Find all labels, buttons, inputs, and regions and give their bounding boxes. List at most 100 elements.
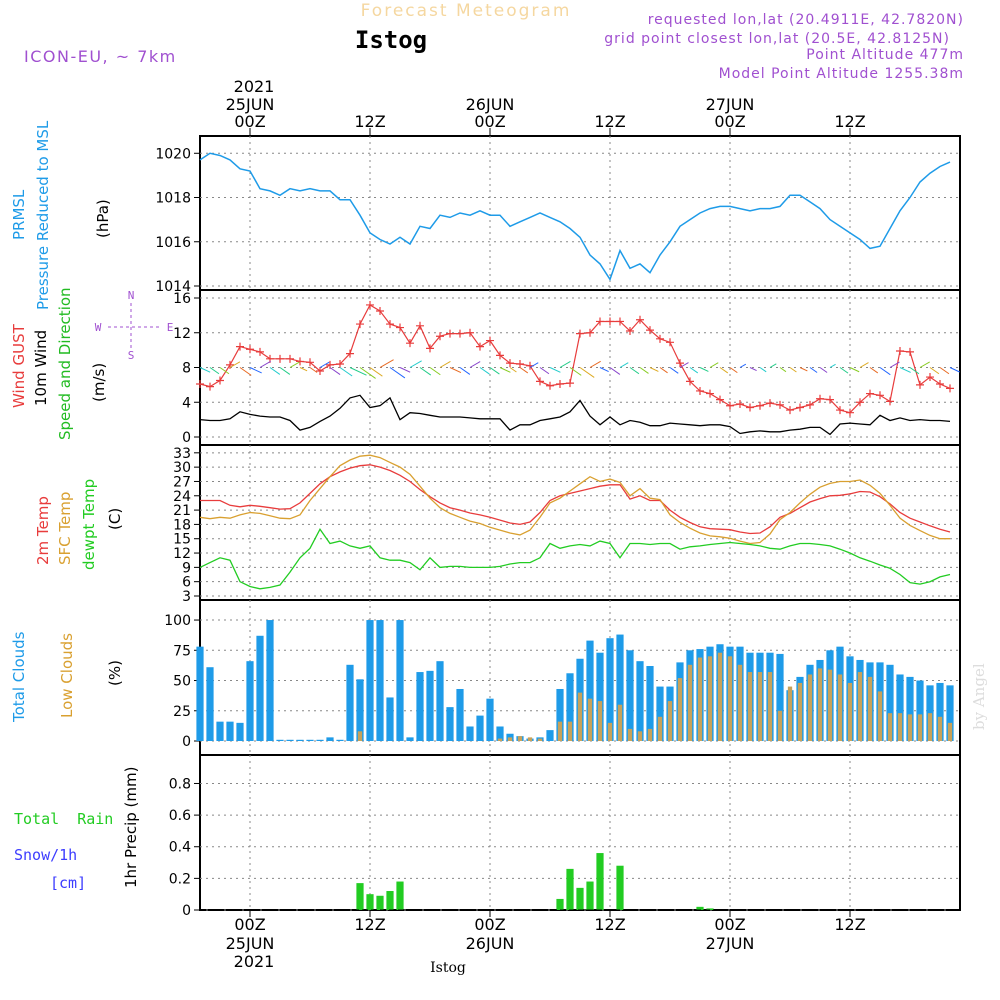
wind-panel: 0 4 8 12 16 xyxy=(173,289,961,446)
wind-direction-arrow xyxy=(549,367,561,373)
gust-marker xyxy=(556,380,564,389)
bottom-day-label: 26JUN xyxy=(466,934,515,953)
wind-ytick-label: 0 xyxy=(182,430,191,446)
total-cloud-bar xyxy=(356,679,364,741)
wind-direction-arrow xyxy=(739,363,747,368)
wind-direction-arrow xyxy=(369,367,383,377)
low-cloud-bar xyxy=(737,664,743,741)
total-cloud-bar xyxy=(396,620,404,741)
wind-direction-arrow xyxy=(409,360,422,368)
cloud-unit: (%) xyxy=(106,660,124,686)
total-cloud-bar xyxy=(416,672,424,741)
wind-direction-arrow xyxy=(279,367,291,375)
wind-direction-arrow xyxy=(479,367,490,375)
model-altitude: Model Point Altitude 1255.38m xyxy=(719,66,964,82)
rain-bar xyxy=(386,891,394,910)
wind-direction-arrow xyxy=(649,367,659,372)
gust-marker xyxy=(546,381,554,390)
wind-direction-arrow xyxy=(229,361,241,368)
wind-direction-arrow xyxy=(709,362,719,368)
total-cloud-bar xyxy=(606,638,614,741)
precip-frame xyxy=(199,754,961,911)
wind-direction-arrow xyxy=(319,361,330,368)
wind-direction-arrow xyxy=(869,367,879,374)
gust-marker xyxy=(936,380,944,389)
gust-marker xyxy=(916,380,924,389)
precip-ytick-label: 0.8 xyxy=(169,776,191,792)
gust-marker xyxy=(826,395,834,404)
gust-marker xyxy=(586,328,594,337)
wind-ytick-label: 12 xyxy=(173,326,191,342)
gust-marker xyxy=(636,315,644,324)
low-cloud-bar xyxy=(657,716,663,741)
temp-ytick-label: 18 xyxy=(173,517,191,533)
total-cloud-bar xyxy=(896,674,904,741)
temp-sfc-label: SFC Temp xyxy=(56,492,74,565)
wind-direction-arrow xyxy=(639,367,649,374)
cloud-ytick-label: 75 xyxy=(173,643,191,659)
low-cloud-bar xyxy=(667,701,673,741)
wind-direction-arrow xyxy=(629,367,640,375)
wind-direction-arrow xyxy=(669,367,679,374)
rain-bar xyxy=(616,865,624,910)
wind-direction-arrow xyxy=(899,367,911,373)
compass-south: S xyxy=(128,349,135,362)
gust-marker xyxy=(376,307,384,316)
snow-label: Snow/1h xyxy=(14,846,77,864)
wind-direction-arrow xyxy=(329,367,341,375)
rain-bar xyxy=(396,881,404,910)
total-cloud-bar xyxy=(626,650,634,741)
low-cloud-bar xyxy=(647,728,653,741)
total-cloud-bar xyxy=(926,685,934,741)
top-time-label: 00Z xyxy=(474,112,505,131)
precip-panel: 0 0.2 0.4 0.6 0.8 xyxy=(169,754,961,919)
gust-marker xyxy=(876,391,884,400)
gust-marker xyxy=(756,401,764,410)
total-cloud-bar xyxy=(346,664,354,741)
total-cloud-bar xyxy=(366,620,374,741)
gust-marker xyxy=(496,351,504,360)
gust-marker xyxy=(606,317,614,326)
wind-direction-arrow xyxy=(889,361,900,368)
rain-bar xyxy=(576,887,584,910)
gust-marker xyxy=(566,379,574,388)
temp-2m-line xyxy=(200,464,951,535)
compass-rose: N S W E xyxy=(95,289,174,362)
pressure-label-msl: Pressure Reduced to MSL xyxy=(34,120,52,310)
wind-direction-arrow xyxy=(939,367,950,375)
temp-ytick-label: 15 xyxy=(173,532,191,548)
wind-direction-arrow xyxy=(589,360,601,368)
top-time-label: 12Z xyxy=(594,112,625,131)
low-cloud-bar xyxy=(717,652,723,741)
gust-marker xyxy=(746,403,754,412)
total-cloud-bar xyxy=(196,646,204,741)
total-cloud-bar xyxy=(616,634,624,741)
low-cloud-bar xyxy=(817,668,823,741)
gust-marker xyxy=(476,342,484,351)
low-cloud-bar xyxy=(517,736,523,741)
gust-marker xyxy=(446,329,454,338)
wind-direction-arrow xyxy=(349,367,367,376)
low-cloud-bar xyxy=(927,713,933,741)
bottom-time-axis: 00Z 12Z 00Z 12Z 00Z 12Z 25JUN 26JUN 27JUN xyxy=(226,910,866,953)
total-cloud-bar xyxy=(386,697,394,741)
gust-marker xyxy=(346,349,354,358)
temp-ytick-label: 12 xyxy=(173,546,191,562)
gust-marker xyxy=(256,347,264,356)
bottom-time-label: 12Z xyxy=(354,915,385,934)
wind-ytick-label: 8 xyxy=(182,361,191,377)
rain-bar xyxy=(556,898,564,910)
low-cloud-bar xyxy=(507,737,513,741)
point-altitude: Point Altitude 477m xyxy=(806,47,964,63)
low-cloud-bar xyxy=(877,691,883,741)
wind-direction-arrow xyxy=(539,367,550,375)
wind-direction-arrow xyxy=(269,367,281,375)
wind-direction-arrow xyxy=(289,361,300,368)
gust-marker xyxy=(596,317,604,326)
wind-direction-arrow xyxy=(219,367,230,375)
pressure-ytick-label: 1014 xyxy=(155,279,191,295)
gust-line xyxy=(199,304,951,414)
gust-marker xyxy=(716,395,724,404)
wind-direction-label: Speed and Direction xyxy=(56,287,74,440)
